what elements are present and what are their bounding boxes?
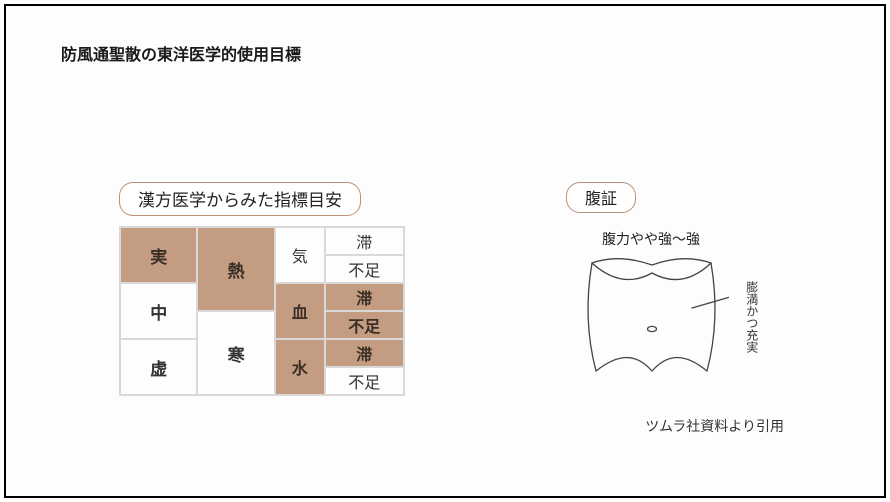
cell-ki-fusoku: 不足 (325, 255, 404, 283)
page-title: 防風通聖散の東洋医学的使用目標 (61, 41, 301, 65)
cell-sui: 水 (275, 339, 325, 395)
cell-netsu: 熱 (197, 227, 274, 311)
cell-jitsu: 実 (120, 227, 197, 283)
left-panel: 漢方医学からみた指標目安 実 熱 気 滞 不足 中 血 滞 寒 不足 虚 (119, 182, 417, 396)
kampo-indicator-table: 実 熱 気 滞 不足 中 血 滞 寒 不足 虚 水 滞 (119, 226, 405, 396)
slide-frame: 防風通聖散の東洋医学的使用目標 漢方医学からみた指標目安 実 熱 気 滞 不足 … (4, 4, 886, 498)
cell-sui-fusoku: 不足 (325, 367, 404, 395)
cell-sui-tai: 滞 (325, 339, 404, 367)
citation-text: ツムラ社資料より引用 (645, 416, 784, 436)
cell-chuu: 中 (120, 283, 197, 339)
right-panel: 腹証 腹力やや強～強 膨満かつ充実 (566, 182, 806, 403)
cell-ki-tai: 滞 (325, 227, 404, 255)
cell-ketsu-tai: 滞 (325, 283, 404, 311)
cell-kan: 寒 (197, 311, 274, 395)
abdomen-caption: 腹力やや強～強 (576, 229, 726, 249)
fukushou-pill-label: 腹証 (566, 182, 636, 213)
cell-ketsu: 血 (275, 283, 325, 339)
cell-ki: 気 (275, 227, 325, 283)
cell-ketsu-fusoku: 不足 (325, 311, 404, 339)
abdomen-diagram-wrap: 膨満かつ充実 (566, 253, 806, 403)
kampo-pill-label: 漢方医学からみた指標目安 (119, 182, 361, 216)
abdomen-icon (574, 253, 729, 393)
abdomen-note: 膨満かつ充実 (744, 281, 758, 353)
cell-kyo: 虚 (120, 339, 197, 395)
